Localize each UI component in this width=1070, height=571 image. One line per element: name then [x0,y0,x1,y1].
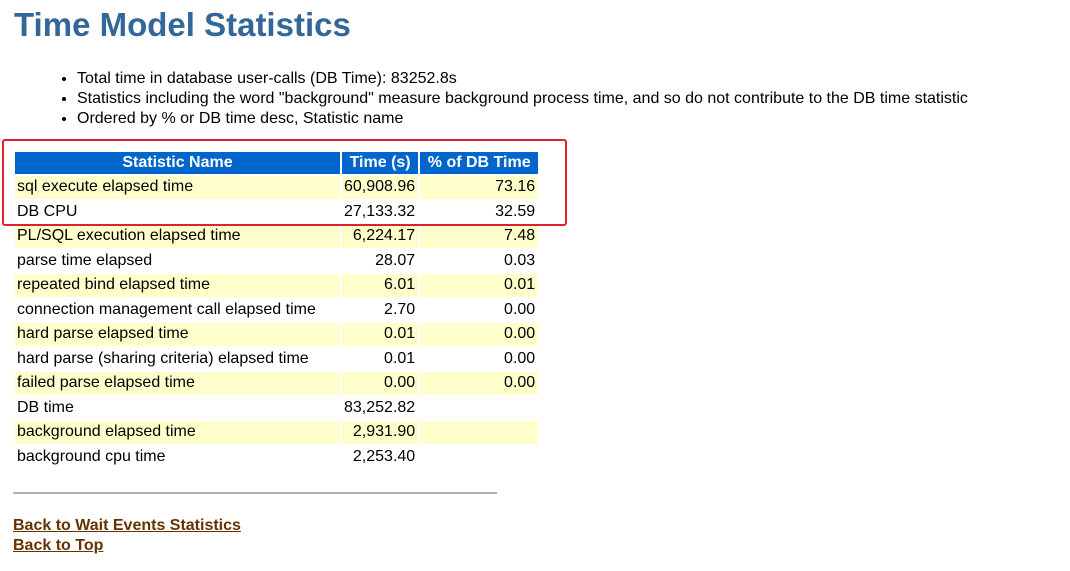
pct-db-time-cell [420,445,539,468]
time-seconds-cell: 83,252.82 [342,396,419,419]
statistic-name-cell: connection management call elapsed time [15,298,340,321]
table-row: PL/SQL execution elapsed time 6,224.17 7.4… [15,225,539,248]
table-row: connection management call elapsed time 2… [15,298,539,321]
statistic-name-cell: background cpu time [15,445,340,468]
time-seconds-cell: 60,908.96 [342,176,419,199]
time-seconds-cell: 6,224.17 [342,225,419,248]
pct-db-time-cell: 0.00 [420,323,539,346]
pct-db-time-cell: 0.03 [420,249,539,272]
pct-db-time-cell [420,396,539,419]
time-seconds-cell: 2,253.40 [342,445,419,468]
table-row: hard parse elapsed time 0.01 0.00 [15,323,539,346]
table-row: DB CPU 27,133.32 32.59 [15,200,539,223]
back-to-wait-events-link[interactable]: Back to Wait Events Statistics [13,517,241,534]
time-seconds-cell: 0.01 [342,323,419,346]
statistic-name-cell: DB CPU [15,200,340,223]
statistic-name-cell: hard parse (sharing criteria) elapsed ti… [15,347,340,370]
column-header-pct-db-time: % of DB Time [420,152,539,174]
statistic-name-cell: repeated bind elapsed time [15,274,340,297]
statistic-name-cell: parse time elapsed [15,249,340,272]
time-model-table: Statistic Name Time (s) % of DB Time sql… [13,150,540,470]
statistic-name-cell: background elapsed time [15,421,340,444]
statistic-name-cell: failed parse elapsed time [15,372,340,395]
time-seconds-cell: 2,931.90 [342,421,419,444]
note-item: Ordered by % or DB time desc, Statistic … [77,109,968,129]
table-row: DB time 83,252.82 [15,396,539,419]
time-seconds-cell: 0.01 [342,347,419,370]
pct-db-time-cell: 0.00 [420,298,539,321]
table-row: background elapsed time 2,931.90 [15,421,539,444]
page-title: Time Model Statistics [14,6,351,43]
note-item: Statistics including the word "backgroun… [77,89,968,109]
pct-db-time-cell: 7.48 [420,225,539,248]
statistic-name-cell: DB time [15,396,340,419]
time-seconds-cell: 6.01 [342,274,419,297]
statistic-name-cell: hard parse elapsed time [15,323,340,346]
column-header-time: Time (s) [342,152,419,174]
table-row: sql execute elapsed time 60,908.96 73.16 [15,176,539,199]
time-seconds-cell: 2.70 [342,298,419,321]
pct-db-time-cell: 0.00 [420,347,539,370]
pct-db-time-cell: 32.59 [420,200,539,223]
statistic-name-cell: sql execute elapsed time [15,176,340,199]
notes-list: Total time in database user-calls (DB Ti… [57,69,968,129]
time-seconds-cell: 28.07 [342,249,419,272]
time-seconds-cell: 0.00 [342,372,419,395]
note-item: Total time in database user-calls (DB Ti… [77,69,968,89]
pct-db-time-cell: 0.01 [420,274,539,297]
time-seconds-cell: 27,133.32 [342,200,419,223]
table-header-row: Statistic Name Time (s) % of DB Time [15,152,539,174]
pct-db-time-cell: 0.00 [420,372,539,395]
divider [13,492,497,494]
pct-db-time-cell: 73.16 [420,176,539,199]
table-row: repeated bind elapsed time 6.01 0.01 [15,274,539,297]
nav-links: Back to Wait Events Statistics Back to T… [13,516,241,556]
statistic-name-cell: PL/SQL execution elapsed time [15,225,340,248]
column-header-statistic-name: Statistic Name [15,152,340,174]
back-to-top-link[interactable]: Back to Top [13,537,104,554]
table-row: parse time elapsed 28.07 0.03 [15,249,539,272]
pct-db-time-cell [420,421,539,444]
table-row: background cpu time 2,253.40 [15,445,539,468]
table-row: hard parse (sharing criteria) elapsed ti… [15,347,539,370]
table-row: failed parse elapsed time 0.00 0.00 [15,372,539,395]
